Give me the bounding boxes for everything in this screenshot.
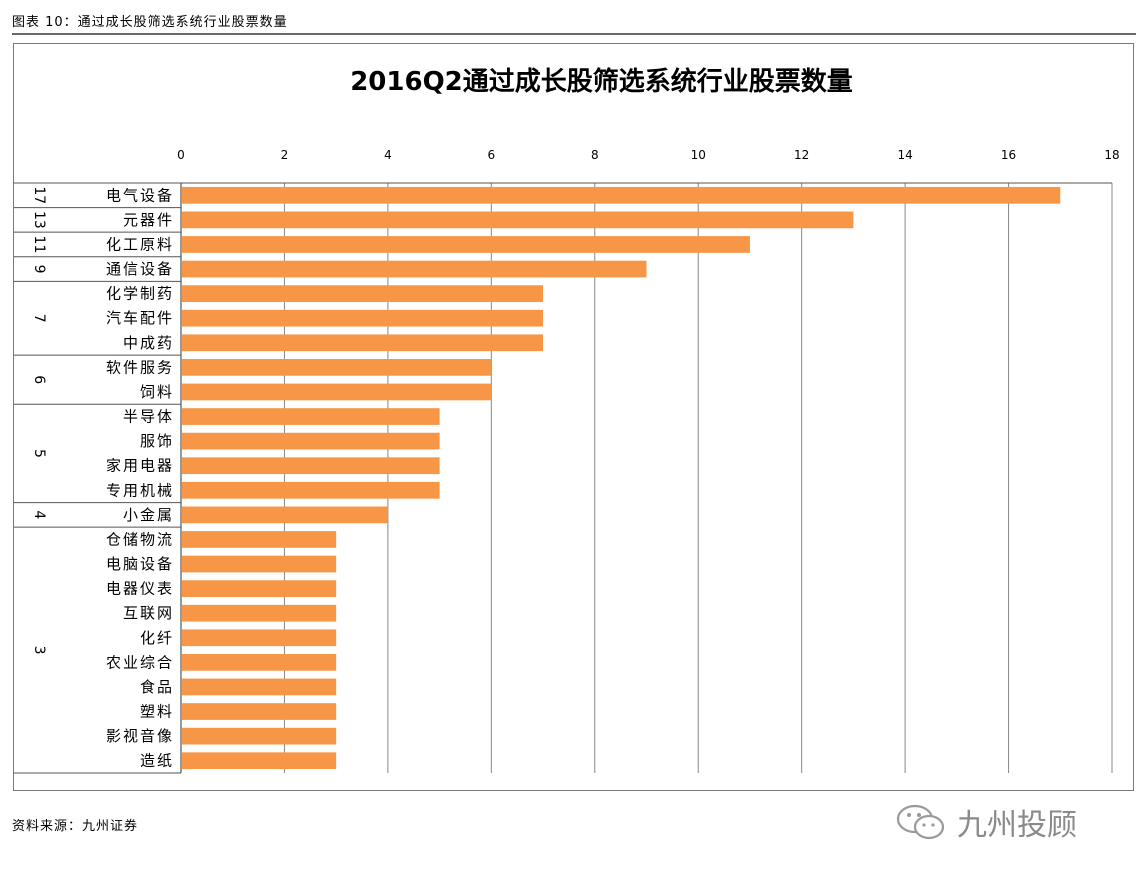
category-label: 仓储物流 — [106, 530, 174, 548]
bar — [182, 260, 647, 278]
x-tick-label: 4 — [384, 148, 392, 162]
group-label: 6 — [31, 375, 47, 384]
x-tick-label: 2 — [281, 148, 289, 162]
group-label: 5 — [31, 449, 47, 458]
bar — [182, 727, 337, 745]
group-label: 13 — [31, 211, 47, 229]
category-label: 食品 — [140, 678, 174, 696]
watermark-brand: 九州投顾 — [895, 800, 1077, 844]
bar — [182, 481, 440, 499]
x-tick-label: 0 — [177, 148, 185, 162]
bar — [182, 334, 544, 352]
category-label: 化工原料 — [106, 235, 174, 253]
group-label: 4 — [31, 510, 47, 519]
category-label: 服饰 — [140, 432, 174, 450]
bar — [182, 432, 440, 450]
x-tick-label: 10 — [691, 148, 706, 162]
category-label: 互联网 — [123, 604, 174, 622]
group-label: 11 — [31, 236, 47, 254]
category-label: 电脑设备 — [106, 555, 174, 573]
category-label: 电器仪表 — [106, 580, 174, 598]
bar — [182, 555, 337, 573]
bar — [182, 408, 440, 425]
bar — [182, 752, 337, 770]
category-label: 半导体 — [123, 408, 174, 426]
x-tick-label: 14 — [897, 148, 912, 162]
chart-title: 2016Q2通过成长股筛选系统行业股票数量 — [350, 66, 853, 97]
group-label: 3 — [31, 646, 47, 655]
bar — [182, 186, 1061, 204]
category-label: 影视音像 — [106, 727, 174, 745]
category-label: 专用机械 — [106, 481, 174, 499]
bar — [182, 457, 440, 475]
bar — [182, 604, 337, 622]
bar — [182, 285, 544, 302]
category-label: 电气设备 — [106, 186, 174, 204]
x-tick-label: 12 — [794, 148, 809, 162]
category-label: 饲料 — [140, 383, 174, 401]
category-label: 小金属 — [123, 506, 174, 524]
category-label: 软件服务 — [106, 358, 174, 376]
bar — [182, 383, 492, 401]
x-tick-label: 16 — [1001, 148, 1016, 162]
group-label: 17 — [31, 186, 47, 204]
bar — [182, 580, 337, 597]
bar-chart: 2016Q2通过成长股筛选系统行业股票数量 0 2 4 6 8 10 12 14 16 18 17 13… — [14, 66, 1120, 774]
category-label: 汽车配件 — [106, 309, 174, 327]
bar — [182, 506, 388, 524]
x-tick-label: 6 — [488, 148, 496, 162]
x-tick-label: 18 — [1104, 148, 1119, 162]
bar — [182, 678, 337, 696]
wechat-icon — [896, 804, 945, 840]
category-label: 化纤 — [140, 629, 174, 647]
category-label: 塑料 — [140, 703, 174, 721]
x-tick-label: 8 — [591, 148, 599, 162]
caption-divider — [12, 33, 1136, 35]
bar — [182, 531, 337, 548]
category-label: 元器件 — [123, 211, 174, 229]
source-note: 资料来源：九州证券 — [12, 819, 139, 834]
bar — [182, 359, 492, 376]
group-label: 7 — [31, 314, 47, 323]
category-label: 化学制药 — [106, 285, 174, 303]
chart-frame: 2016Q2通过成长股筛选系统行业股票数量 0 2 4 6 8 10 12 14 16 18 17 13… — [13, 43, 1134, 791]
bar — [182, 211, 854, 229]
bar — [182, 629, 337, 647]
category-label: 农业综合 — [106, 653, 174, 671]
group-label: 9 — [31, 265, 47, 274]
category-label: 造纸 — [140, 752, 174, 770]
category-label: 家用电器 — [106, 457, 174, 475]
watermark-text: 九州投顾 — [957, 808, 1077, 843]
figure-caption: 图表 10：通过成长股筛选系统行业股票数量 — [12, 15, 288, 30]
bar — [182, 236, 750, 253]
bar — [182, 703, 337, 720]
category-label: 中成药 — [123, 334, 174, 352]
category-label: 通信设备 — [106, 260, 174, 278]
bar — [182, 654, 337, 671]
bar — [182, 309, 544, 327]
